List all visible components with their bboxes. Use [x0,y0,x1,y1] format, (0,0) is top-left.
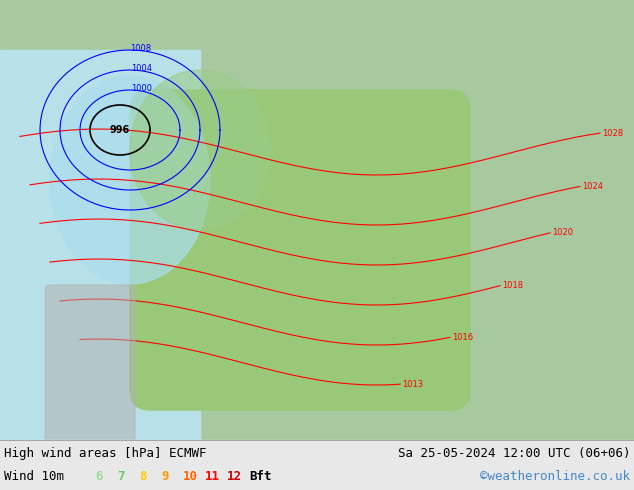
Text: 1024: 1024 [582,182,603,191]
Text: Sa 25-05-2024 12:00 UTC (06+06): Sa 25-05-2024 12:00 UTC (06+06) [398,447,630,461]
Text: 996: 996 [110,125,130,135]
Text: 1008: 1008 [131,44,152,52]
Bar [0,0,634,50]
Text: 10: 10 [183,469,198,483]
Text: 1016: 1016 [452,333,473,342]
Bar [0,440,634,490]
Text: 1000: 1000 [131,83,152,93]
Text: Bft: Bft [249,469,271,483]
Bar [0,50,200,440]
Text: 1013: 1013 [402,380,423,389]
Text: 7: 7 [117,469,124,483]
Text: ©weatheronline.co.uk: ©weatheronline.co.uk [480,469,630,483]
Bar [0,50,634,440]
Text: 1028: 1028 [602,128,623,138]
FancyBboxPatch shape [130,90,470,410]
Polygon shape [130,70,270,230]
Text: 1004: 1004 [131,64,152,73]
Text: 11: 11 [205,469,220,483]
Text: 1018: 1018 [502,281,523,290]
Text: 9: 9 [161,469,169,483]
Polygon shape [50,76,210,284]
Text: 6: 6 [95,469,103,483]
Text: High wind areas [hPa] ECMWF: High wind areas [hPa] ECMWF [4,447,207,461]
Text: 1020: 1020 [552,228,573,238]
Text: 12: 12 [227,469,242,483]
Text: Wind 10m: Wind 10m [4,469,64,483]
Text: 8: 8 [139,469,146,483]
FancyBboxPatch shape [45,285,135,445]
